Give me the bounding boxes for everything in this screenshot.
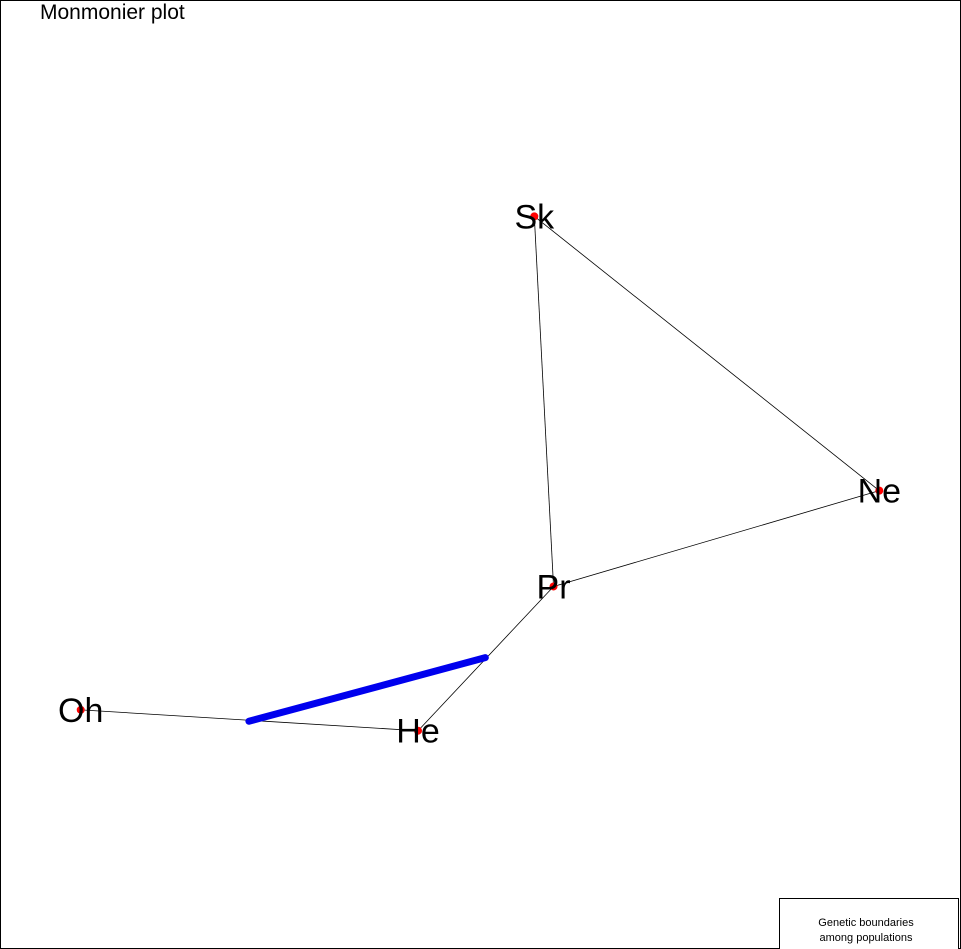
point-ne bbox=[875, 486, 884, 495]
point-oh bbox=[76, 705, 85, 714]
legend-line-1: Genetic boundaries bbox=[818, 917, 914, 929]
labels-layer: Sk Ne Pr Oh He bbox=[58, 198, 901, 750]
edges-layer bbox=[80, 216, 880, 732]
point-label-he: He bbox=[396, 713, 439, 751]
boundary-layer bbox=[245, 654, 489, 725]
chart-title: Monmonier plot bbox=[40, 1, 185, 24]
points-layer bbox=[76, 212, 884, 735]
point-label-ne: Ne bbox=[858, 473, 901, 511]
point-he bbox=[414, 726, 423, 735]
point-label-oh: Oh bbox=[58, 692, 103, 730]
genetic-boundary-line bbox=[245, 654, 489, 725]
point-sk bbox=[530, 212, 539, 221]
legend-text: Genetic boundaries among populations bbox=[780, 916, 952, 946]
legend-line-2: among populations bbox=[819, 932, 913, 944]
point-label-sk: Sk bbox=[514, 198, 555, 236]
edge-sk-pr bbox=[533, 216, 554, 587]
edge-ne-pr bbox=[553, 490, 880, 587]
edge-sk-ne bbox=[534, 216, 880, 491]
point-label-pr: Pr bbox=[537, 568, 571, 606]
legend: Genetic boundaries among populations bbox=[779, 898, 959, 949]
point-pr bbox=[549, 582, 558, 591]
